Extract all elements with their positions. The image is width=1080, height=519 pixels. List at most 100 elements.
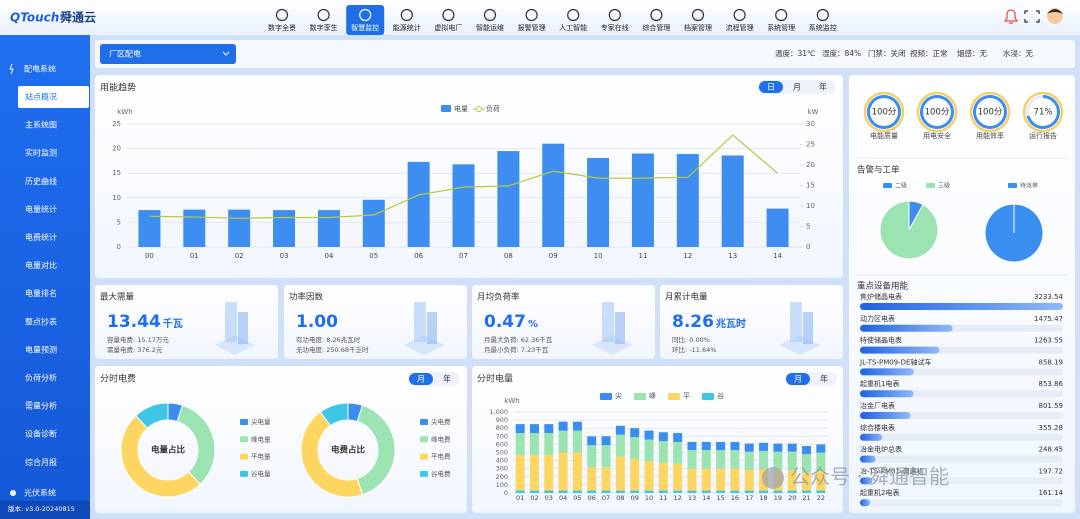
sidebar-item[interactable]: 电量统计 bbox=[25, 204, 57, 214]
tab[interactable]: 月 bbox=[793, 83, 801, 92]
tab[interactable]: 年 bbox=[443, 374, 451, 384]
device-name: 特使储晶电表 bbox=[860, 336, 902, 345]
nav-item[interactable]: 人工智能 bbox=[559, 23, 587, 32]
sidebar-section[interactable]: 配电系统 bbox=[24, 64, 56, 74]
bar-segment bbox=[558, 452, 568, 491]
x-tick-label: 02 bbox=[530, 494, 538, 502]
legend-swatch bbox=[420, 419, 428, 425]
bar-segment bbox=[716, 490, 726, 493]
bar-segment bbox=[658, 463, 668, 491]
tab[interactable]: 日 bbox=[767, 83, 775, 92]
nav-item[interactable]: 综合管理 bbox=[642, 23, 670, 32]
nav-item[interactable]: 流程管理 bbox=[726, 23, 754, 32]
kpi-unit: 千瓦 bbox=[163, 317, 183, 330]
sidebar-item[interactable]: 设备诊断 bbox=[25, 429, 57, 439]
bar-segment bbox=[701, 450, 711, 469]
status-item: 烟感：无 bbox=[957, 48, 987, 58]
bar-segment bbox=[802, 490, 812, 493]
nav-item[interactable]: 报警管理 bbox=[518, 23, 546, 32]
donut-center-label: 电费占比 bbox=[331, 445, 366, 456]
nav-icon bbox=[317, 8, 330, 22]
sidebar-item[interactable]: 站点概况 bbox=[25, 92, 57, 102]
nav-item[interactable]: 虚拟电厂 bbox=[434, 23, 462, 32]
device-value: 853.86 bbox=[1039, 380, 1064, 388]
kpi-title: 最大需量 bbox=[100, 292, 135, 303]
x-tick-label: 20 bbox=[788, 494, 796, 502]
section-icon bbox=[9, 63, 14, 75]
bar-segment bbox=[687, 490, 697, 493]
bar-segment bbox=[644, 461, 654, 491]
sidebar-item[interactable]: 实时监测 bbox=[25, 148, 57, 158]
nav-item[interactable]: 系统监控 bbox=[809, 23, 837, 32]
nav-item[interactable]: 智慧监控 bbox=[351, 23, 379, 32]
bar-segment bbox=[615, 434, 625, 457]
sidebar-item[interactable]: 电量对比 bbox=[25, 260, 57, 270]
status-item: 视频：正常 bbox=[910, 48, 948, 58]
bell-icon[interactable] bbox=[1003, 9, 1019, 24]
device-bar bbox=[860, 346, 940, 354]
legend-label: 峰 bbox=[649, 391, 656, 400]
tab[interactable]: 月 bbox=[417, 375, 425, 384]
x-tick-label: 07 bbox=[459, 252, 468, 260]
sidebar-item[interactable]: 综合月报 bbox=[25, 457, 57, 467]
bar-segment bbox=[630, 458, 640, 491]
x-tick-label: 07 bbox=[602, 494, 610, 502]
panel bbox=[849, 75, 1075, 513]
bar-segment bbox=[658, 490, 668, 493]
bar-segment bbox=[701, 468, 711, 491]
sidebar-item[interactable]: 需量分析 bbox=[25, 401, 57, 411]
y-tick-label: 0 bbox=[504, 489, 508, 497]
x-tick-label: 03 bbox=[280, 252, 289, 260]
nav-icon bbox=[483, 8, 497, 22]
nav-icon bbox=[650, 8, 663, 22]
site-select[interactable] bbox=[100, 44, 236, 64]
nav-item[interactable]: 系统管理 bbox=[767, 23, 795, 32]
bar-segment bbox=[529, 490, 539, 493]
pie-slice bbox=[879, 200, 939, 260]
nav-item[interactable]: 专家在线 bbox=[601, 23, 629, 32]
x-tick-label: 06 bbox=[414, 252, 423, 260]
sidebar-item[interactable]: 电量排名 bbox=[25, 288, 57, 298]
nav-item[interactable]: 档案管理 bbox=[684, 23, 712, 32]
bar bbox=[452, 164, 475, 247]
sidebar-item[interactable]: 电费统计 bbox=[25, 232, 57, 242]
tab[interactable]: 年 bbox=[819, 82, 827, 92]
site-select-label[interactable]: 厂区配电 bbox=[109, 49, 141, 59]
tab[interactable]: 月 bbox=[794, 375, 802, 384]
device-value: 858.19 bbox=[1039, 358, 1064, 366]
panel bbox=[472, 366, 843, 513]
bar bbox=[721, 155, 744, 247]
bar-segment bbox=[730, 441, 740, 451]
nav-item[interactable]: 数字全景 bbox=[268, 23, 296, 32]
device-track bbox=[860, 412, 1063, 419]
x-tick-label: 12 bbox=[674, 494, 682, 502]
nav-item[interactable]: 能源统计 bbox=[393, 23, 421, 32]
pie-slice bbox=[120, 415, 201, 498]
legend-label: 二级 bbox=[895, 182, 907, 190]
x-tick-label: 12 bbox=[683, 252, 692, 260]
sidebar-item[interactable]: 主系统图 bbox=[25, 120, 57, 130]
bar-segment bbox=[515, 454, 525, 491]
toolbar bbox=[95, 40, 1075, 68]
device-name: 起重机2电表 bbox=[860, 488, 899, 497]
bar-segment bbox=[587, 467, 597, 491]
bar-segment bbox=[529, 424, 539, 434]
tab[interactable]: 年 bbox=[820, 374, 828, 384]
sidebar-item[interactable]: 负荷分析 bbox=[25, 373, 57, 383]
bar-segment bbox=[529, 433, 539, 455]
sidebar-section[interactable]: 光伏系统 bbox=[24, 488, 56, 498]
device-value: 197.72 bbox=[1039, 467, 1064, 475]
sidebar-item[interactable]: 电量预测 bbox=[25, 344, 57, 354]
bar-segment bbox=[687, 450, 697, 469]
x-tick-label: 21 bbox=[802, 494, 810, 502]
device-name: 动力区电表 bbox=[860, 314, 895, 323]
sidebar-item[interactable]: 历史曲线 bbox=[25, 176, 57, 186]
y-tick-label: 300 bbox=[496, 465, 508, 473]
watermark: 公众号 · 舜通智能 bbox=[790, 465, 949, 489]
sidebar-item[interactable]: 整点抄表 bbox=[25, 316, 57, 326]
bar-segment bbox=[658, 441, 668, 464]
fullscreen-icon[interactable] bbox=[1024, 10, 1040, 23]
nav-item[interactable]: 智能运维 bbox=[476, 23, 504, 32]
nav-item[interactable]: 数字孪生 bbox=[310, 23, 338, 32]
device-name: 冶金厂电表 bbox=[860, 401, 895, 410]
